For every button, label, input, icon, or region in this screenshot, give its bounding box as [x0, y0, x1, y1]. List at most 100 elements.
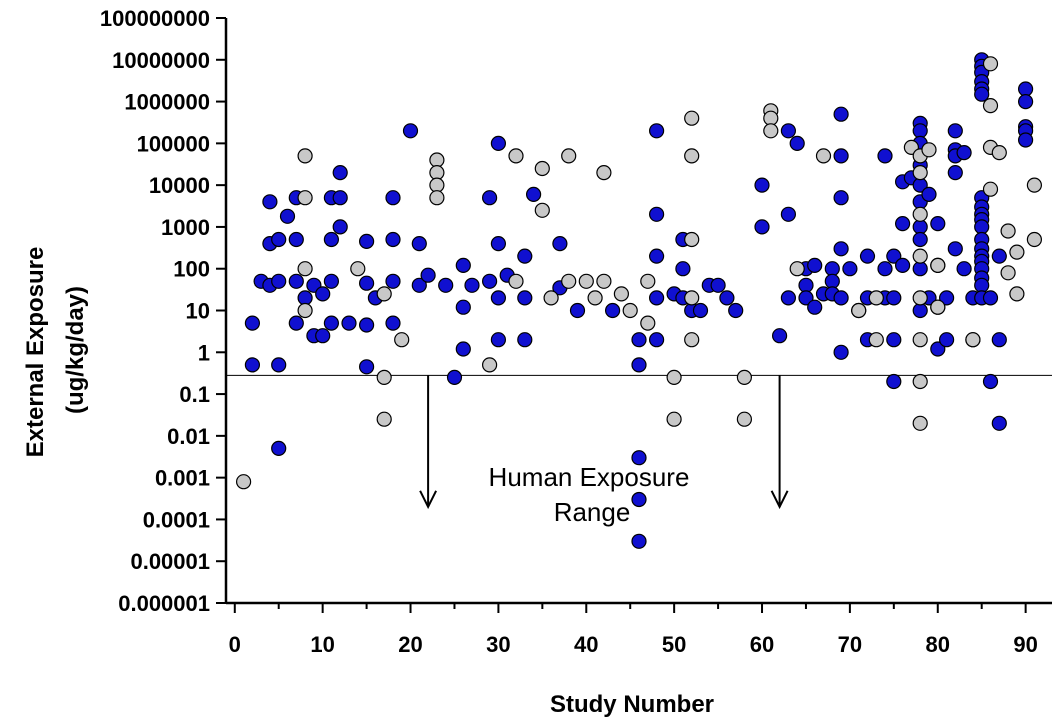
point-blue-128	[912, 261, 928, 277]
point-blue-100	[833, 190, 849, 206]
point-gray-59	[965, 332, 981, 348]
point-gray-51	[912, 248, 928, 264]
annotation-arrow-2	[770, 375, 789, 510]
point-blue-114	[886, 332, 902, 348]
point-gray-2	[297, 190, 313, 206]
point-blue-38	[411, 236, 427, 252]
point-blue-70	[648, 290, 665, 306]
point-blue-47	[482, 190, 498, 206]
point-gray-15	[508, 148, 524, 164]
point-blue-50	[490, 236, 506, 252]
point-gray-6	[376, 286, 392, 302]
point-gray-23	[587, 290, 603, 306]
point-gray-63	[982, 181, 999, 197]
point-blue-6	[271, 231, 287, 248]
point-gray-21	[561, 273, 577, 289]
point-gray-5	[350, 261, 366, 277]
point-blue-25	[332, 190, 348, 206]
point-blue-34	[385, 231, 401, 248]
point-blue-60	[569, 302, 586, 319]
point-blue-14	[288, 315, 304, 331]
point-gray-57	[930, 257, 946, 273]
annotation-human-exposure: Human Exposure	[489, 462, 690, 492]
x-tick-label: 80	[926, 632, 950, 657]
point-gray-45	[868, 290, 884, 306]
x-tick-label: 10	[310, 632, 334, 657]
point-gray-70	[1026, 231, 1043, 248]
point-gray-67	[1009, 244, 1025, 260]
annotation-arrow-1	[419, 375, 438, 510]
point-blue-104	[842, 261, 858, 277]
point-blue-96	[824, 273, 840, 289]
point-gray-34	[684, 231, 700, 248]
point-gray-49	[912, 165, 928, 181]
point-blue-28	[359, 233, 375, 249]
x-axis-title: Study Number	[550, 691, 714, 718]
point-gray-41	[763, 123, 779, 139]
point-gray-22	[578, 273, 594, 289]
data-points-layer	[236, 52, 1043, 549]
point-blue-64	[631, 450, 647, 466]
point-blue-167	[982, 373, 999, 390]
point-blue-66	[631, 533, 647, 549]
point-blue-98	[833, 106, 849, 122]
y-tick-label: 0.0001	[143, 507, 210, 532]
point-blue-31	[359, 359, 375, 375]
point-gray-69	[1026, 177, 1043, 193]
point-blue-79	[710, 277, 726, 293]
y-tick-label: 100000	[137, 131, 210, 156]
x-tick-label: 30	[486, 632, 510, 657]
point-gray-1	[297, 148, 313, 164]
point-blue-24	[332, 165, 348, 181]
point-gray-31	[666, 411, 682, 427]
point-blue-56	[517, 332, 533, 348]
point-gray-37	[736, 369, 753, 385]
point-blue-87	[780, 290, 797, 306]
point-blue-99	[833, 148, 849, 164]
point-gray-61	[982, 97, 999, 114]
point-blue-65	[631, 491, 647, 508]
point-blue-22	[323, 273, 339, 289]
point-blue-62	[631, 332, 647, 348]
point-blue-138	[947, 123, 963, 139]
point-blue-37	[402, 123, 419, 139]
point-blue-169	[991, 332, 1007, 348]
point-blue-85	[780, 123, 797, 139]
point-gray-53	[912, 332, 928, 348]
point-blue-170	[991, 415, 1007, 431]
point-gray-17	[534, 160, 550, 177]
axes-layer	[216, 17, 1052, 613]
point-blue-143	[956, 145, 972, 161]
y-tick-label: 10000000	[112, 48, 210, 73]
point-blue-55	[517, 290, 533, 306]
point-blue-112	[886, 248, 902, 264]
point-blue-144	[956, 261, 972, 277]
point-blue-101	[833, 241, 849, 257]
point-blue-115	[886, 373, 902, 390]
point-blue-166	[982, 290, 999, 306]
point-blue-152	[974, 86, 990, 102]
y-tick-label: 100	[173, 257, 210, 282]
annotation-layer: Human Exposure Range	[419, 375, 789, 527]
point-gray-38	[736, 411, 753, 427]
point-gray-27	[622, 302, 638, 319]
point-blue-68	[648, 206, 665, 222]
point-blue-57	[525, 186, 542, 202]
point-blue-103	[833, 344, 849, 360]
point-gray-29	[640, 315, 656, 331]
x-tick-label: 40	[574, 632, 598, 657]
point-blue-82	[754, 177, 770, 193]
point-blue-95	[824, 261, 840, 277]
point-blue-106	[859, 248, 876, 264]
point-blue-23	[323, 315, 339, 331]
point-blue-63	[631, 357, 647, 373]
y-tick-label: 10	[186, 299, 210, 324]
point-gray-56	[921, 142, 937, 158]
y-tick-label: 0.000001	[118, 591, 210, 616]
point-gray-9	[394, 332, 410, 348]
point-blue-164	[974, 277, 990, 293]
point-blue-175	[1017, 132, 1034, 148]
point-gray-12	[429, 177, 445, 193]
point-blue-18	[315, 286, 331, 302]
point-blue-1	[244, 357, 260, 373]
